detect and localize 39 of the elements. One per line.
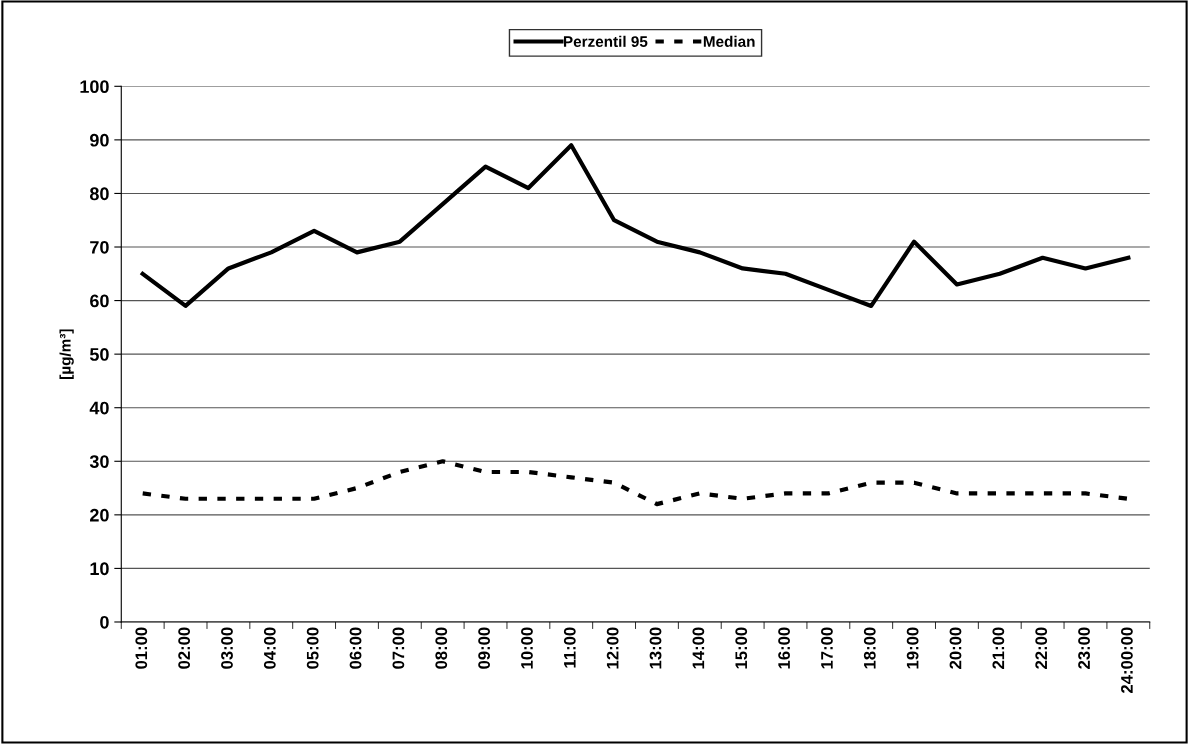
y-axis-title: [µg/m³] (59, 329, 74, 379)
x-tick-label: 15:00 (735, 627, 748, 669)
x-tick-label: 14:00 (692, 627, 705, 669)
x-tick-label: 08:00 (435, 627, 448, 669)
y-tick-label: 90 (90, 133, 109, 147)
y-tick-label: 60 (90, 294, 109, 308)
x-tick-label: 01:00 (135, 627, 148, 669)
y-tick-label: 50 (89, 348, 109, 361)
x-tick-label: 02:00 (178, 627, 191, 669)
x-tick-label: 12:00 (606, 627, 619, 669)
x-tick-label: 24:00:00 (1121, 627, 1133, 693)
y-tick-label: 40 (89, 401, 109, 415)
legend-label: Perzentil 95 (563, 35, 648, 47)
x-tick-label: 13:00 (649, 627, 662, 669)
x-tick-label: 11:00 (563, 627, 576, 668)
x-tick-label: 16:00 (778, 627, 790, 669)
x-tick-label: 10:00 (521, 627, 533, 669)
y-tick-label: 70 (90, 240, 109, 254)
legend-label: Median (703, 35, 755, 47)
x-tick-label: 18:00 (863, 627, 876, 669)
x-tick-label: 06:00 (349, 627, 362, 669)
y-tick-label: 0 (100, 615, 109, 629)
y-tick-label: 20 (90, 508, 109, 522)
x-tick-label: 21:00 (992, 627, 1005, 669)
x-tick-label: 19:00 (906, 627, 919, 669)
x-tick-label: 09:00 (478, 627, 491, 669)
x-tick-label: 22:00 (1035, 627, 1048, 669)
x-tick-label: 23:00 (1078, 627, 1090, 669)
line-series (140, 143, 1131, 309)
x-tick-label: 07:00 (392, 627, 405, 669)
y-tick-label: 30 (89, 455, 109, 469)
x-tick-label: 17:00 (821, 627, 833, 669)
y-tick-label: 10 (90, 562, 109, 576)
y-tick-label: 80 (89, 187, 109, 201)
x-tick-label: 20:00 (949, 627, 962, 669)
y-tick-label: 100 (80, 80, 109, 94)
x-tick-label: 03:00 (221, 627, 233, 669)
x-tick-label: 05:00 (306, 627, 319, 669)
x-tick-label: 04:00 (263, 627, 276, 669)
